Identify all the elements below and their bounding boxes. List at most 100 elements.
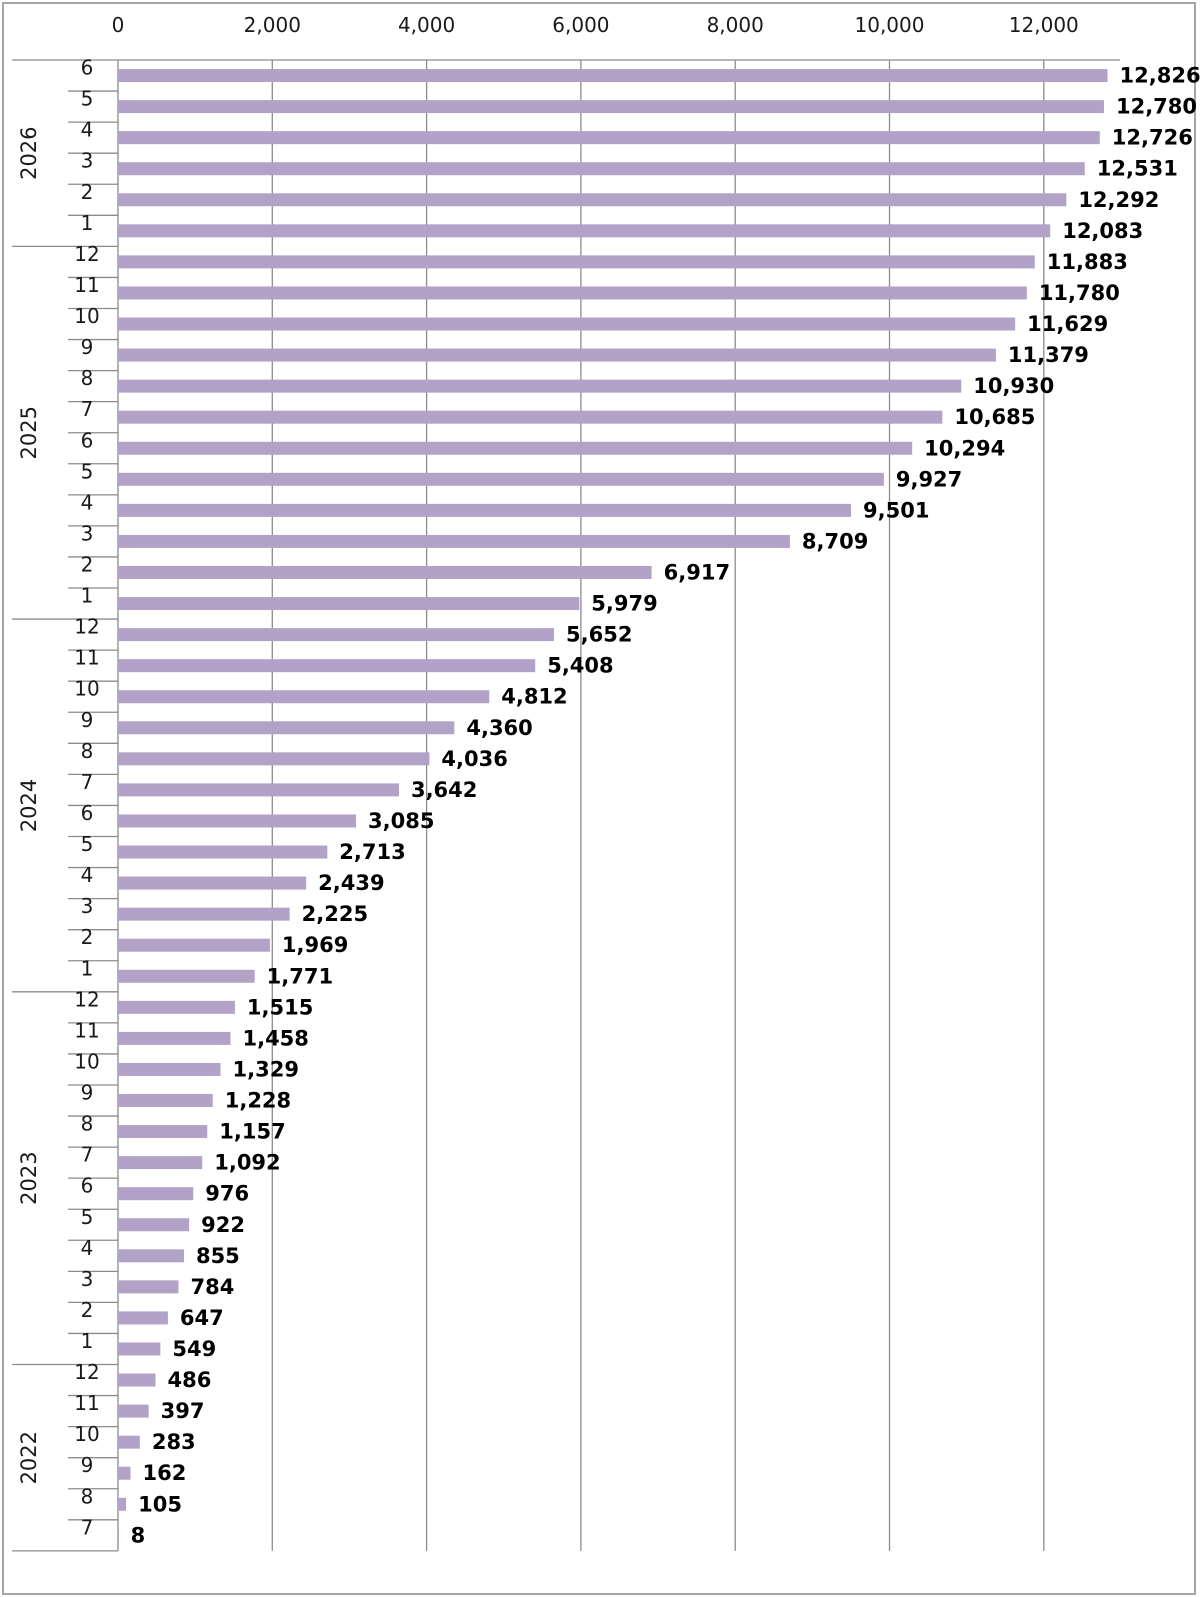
data-label: 12,292 xyxy=(1078,188,1159,212)
data-label: 9,927 xyxy=(896,467,962,491)
data-label: 12,531 xyxy=(1097,157,1178,181)
bar xyxy=(118,1062,221,1076)
year-group-label: 2022 xyxy=(17,1431,41,1484)
x-tick-label: 8,000 xyxy=(707,13,764,37)
bar xyxy=(118,1280,179,1294)
year-group-label: 2024 xyxy=(17,779,41,832)
category-label: 9 xyxy=(81,708,94,732)
category-label: 2 xyxy=(81,552,94,576)
bar xyxy=(118,845,328,859)
category-label: 4 xyxy=(81,1236,94,1260)
category-label: 6 xyxy=(81,56,94,80)
bar xyxy=(118,317,1016,331)
bar xyxy=(118,628,555,642)
category-label: 12 xyxy=(74,242,99,266)
category-label: 1 xyxy=(81,211,94,235)
data-label: 1,329 xyxy=(233,1057,299,1081)
bar xyxy=(118,969,255,983)
x-tick-label: 0 xyxy=(112,13,125,37)
category-label: 8 xyxy=(81,739,94,763)
year-group-label: 2026 xyxy=(17,126,41,179)
category-label: 11 xyxy=(74,1018,99,1042)
data-label: 6,917 xyxy=(664,560,730,584)
data-label: 12,726 xyxy=(1112,126,1193,150)
bar xyxy=(118,721,455,735)
bar xyxy=(118,1435,140,1449)
bar xyxy=(118,659,536,673)
data-label: 1,157 xyxy=(219,1120,285,1144)
bar xyxy=(118,783,399,797)
category-label: 6 xyxy=(81,428,94,452)
bar xyxy=(118,752,430,766)
bar xyxy=(118,1373,156,1387)
data-label: 2,713 xyxy=(339,840,405,864)
data-label: 1,092 xyxy=(214,1151,280,1175)
data-label: 5,408 xyxy=(547,654,613,678)
category-label: 11 xyxy=(74,1391,99,1415)
x-tick-label: 4,000 xyxy=(398,13,455,37)
data-label: 976 xyxy=(205,1182,249,1206)
bar xyxy=(118,503,852,517)
bar xyxy=(118,379,962,393)
data-label: 11,883 xyxy=(1047,250,1128,274)
data-label: 2,225 xyxy=(302,902,368,926)
category-label: 10 xyxy=(74,677,99,701)
category-label: 4 xyxy=(81,118,94,142)
x-tick-label: 2,000 xyxy=(244,13,301,37)
data-label: 12,083 xyxy=(1062,219,1143,243)
category-label: 7 xyxy=(81,397,94,421)
bar xyxy=(118,565,652,579)
bar xyxy=(118,69,1108,83)
data-label: 283 xyxy=(152,1430,196,1454)
bar xyxy=(118,441,913,455)
category-label: 12 xyxy=(74,615,99,639)
bar xyxy=(118,1311,168,1325)
category-label: 4 xyxy=(81,863,94,887)
category-label: 11 xyxy=(74,273,99,297)
bar xyxy=(118,814,357,828)
category-label: 5 xyxy=(81,1205,94,1229)
category-label: 10 xyxy=(74,1422,99,1446)
data-label: 3,642 xyxy=(411,778,477,802)
bar xyxy=(118,1497,127,1511)
category-label: 3 xyxy=(81,894,94,918)
bar xyxy=(118,410,943,424)
data-label: 784 xyxy=(190,1275,234,1299)
data-label: 1,458 xyxy=(242,1026,308,1050)
category-label: 2 xyxy=(81,1298,94,1322)
bar xyxy=(118,255,1035,269)
category-label: 12 xyxy=(74,1360,99,1384)
data-label: 2,439 xyxy=(318,871,384,895)
bar xyxy=(118,224,1051,238)
bar xyxy=(118,1404,149,1418)
data-label: 10,294 xyxy=(924,436,1005,460)
category-label: 1 xyxy=(81,584,94,608)
data-label: 8 xyxy=(131,1523,146,1547)
category-label: 5 xyxy=(81,459,94,483)
bar xyxy=(118,472,884,486)
bar xyxy=(118,876,307,890)
category-label: 11 xyxy=(74,646,99,670)
category-label: 10 xyxy=(74,1049,99,1073)
bar xyxy=(118,162,1085,176)
bar xyxy=(118,1218,190,1232)
data-label: 4,036 xyxy=(441,747,507,771)
data-label: 11,379 xyxy=(1008,343,1089,367)
data-label: 1,771 xyxy=(267,964,333,988)
data-label: 5,652 xyxy=(566,623,632,647)
category-label: 3 xyxy=(81,521,94,545)
bar xyxy=(118,193,1067,207)
bar xyxy=(118,131,1100,145)
category-label: 9 xyxy=(81,1081,94,1105)
category-label: 5 xyxy=(81,87,94,111)
bar xyxy=(118,1094,213,1108)
data-label: 10,930 xyxy=(973,374,1054,398)
bar xyxy=(118,938,270,952)
data-label: 105 xyxy=(138,1492,182,1516)
category-label: 6 xyxy=(81,1174,94,1198)
data-label: 855 xyxy=(196,1244,240,1268)
category-label: 7 xyxy=(81,1515,94,1539)
category-label: 3 xyxy=(81,149,94,173)
data-label: 5,979 xyxy=(591,592,657,616)
bar xyxy=(118,1249,184,1263)
